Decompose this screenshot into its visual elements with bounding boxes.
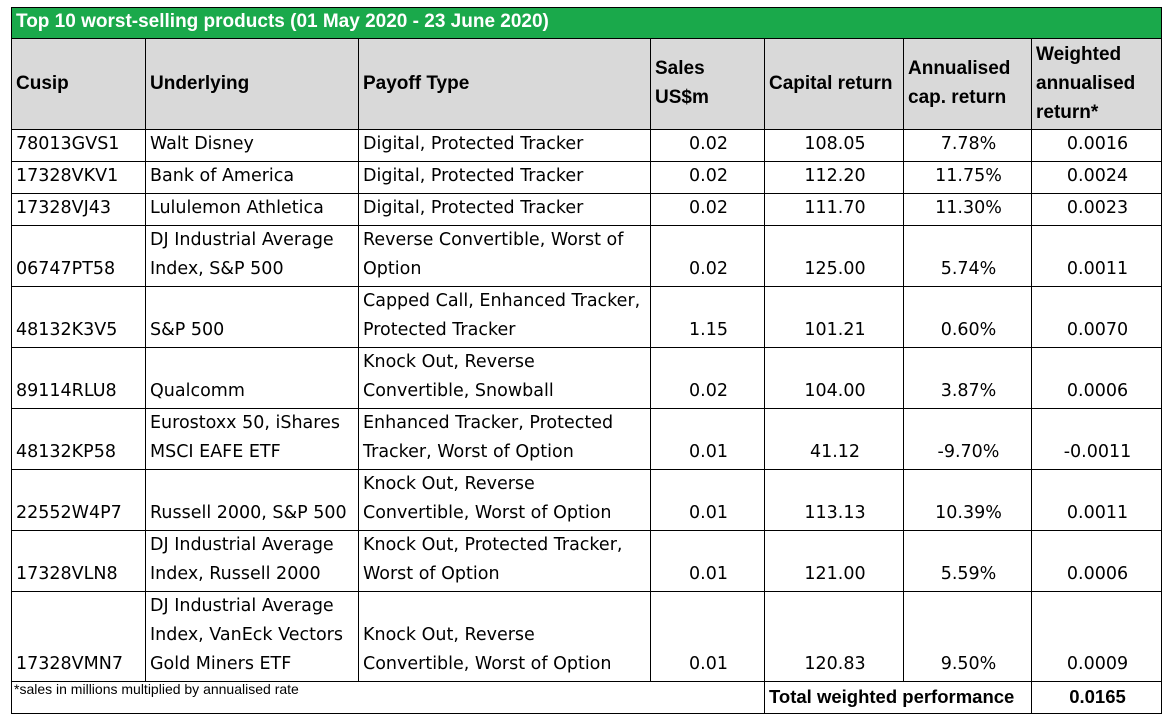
table-row: 17328VJ43 Lululemon Athletica Digital, Pro… xyxy=(11,193,1163,226)
cell-capital-return: 101.21 xyxy=(764,286,904,348)
table-row: 17328VKV1 Bank of America Digital, Protect… xyxy=(11,161,1163,194)
cell-annualised-return: 0.60% xyxy=(903,286,1032,348)
cell-underlying: Russell 2000, S&P 500 xyxy=(145,469,359,531)
cell-weighted-return: 0.0011 xyxy=(1030,225,1163,287)
cell-annualised-return: 5.59% xyxy=(903,530,1032,592)
cell-underlying: Bank of America xyxy=(145,161,359,194)
cell-weighted-return: 0.0016 xyxy=(1030,129,1163,162)
cell-weighted-return: 0.0011 xyxy=(1030,469,1163,531)
table-title: Top 10 worst-selling products (01 May 20… xyxy=(10,7,1163,39)
total-value: 0.0165 xyxy=(1030,681,1163,714)
cell-capital-return: 125.00 xyxy=(764,225,904,287)
cell-cusip: 22552W4P7 xyxy=(11,469,146,531)
cell-cusip: 48132KP58 xyxy=(11,408,146,470)
cell-payoff-type: Digital, Protected Tracker xyxy=(358,161,651,194)
table-row: 48132KP58 Eurostoxx 50, iShares MSCI EAFE… xyxy=(11,408,1163,470)
total-row: Total weighted performance 0.0165 xyxy=(11,681,1163,714)
cell-underlying: Walt Disney xyxy=(145,129,359,162)
cell-cusip: 17328VKV1 xyxy=(11,161,146,194)
header-sales: Sales US$m xyxy=(650,38,765,130)
cell-cusip: 78013GVS1 xyxy=(11,129,146,162)
cell-payoff-type: Capped Call, Enhanced Tracker, Protected… xyxy=(358,286,651,348)
cell-capital-return: 104.00 xyxy=(764,347,904,409)
cell-underlying: Lululemon Athletica xyxy=(145,193,359,226)
cell-annualised-return: 3.87% xyxy=(903,347,1032,409)
table-row: 17328VMN7 DJ Industrial Average Index, Va… xyxy=(11,591,1163,682)
cell-underlying: Eurostoxx 50, iShares MSCI EAFE ETF xyxy=(145,408,359,470)
header-row: Cusip Underlying Payoff Type Sales US$m … xyxy=(11,38,1163,130)
cell-cusip: 89114RLU8 xyxy=(11,347,146,409)
cell-capital-return: 111.70 xyxy=(764,193,904,226)
cell-annualised-return: 11.30% xyxy=(903,193,1032,226)
cell-sales: 0.02 xyxy=(650,225,765,287)
table-row: 89114RLU8 Qualcomm Knock Out, Reverse Conv… xyxy=(11,347,1163,409)
cell-payoff-type: Reverse Convertible, Worst of Option xyxy=(358,225,651,287)
cell-annualised-return: 7.78% xyxy=(903,129,1032,162)
cell-payoff-type: Knock Out, Reverse Convertible, Snowball xyxy=(358,347,651,409)
cell-underlying: S&P 500 xyxy=(145,286,359,348)
cell-capital-return: 41.12 xyxy=(764,408,904,470)
cell-cusip: 48132K3V5 xyxy=(11,286,146,348)
cell-underlying: Qualcomm xyxy=(145,347,359,409)
cell-sales: 0.02 xyxy=(650,193,765,226)
cell-sales: 0.01 xyxy=(650,530,765,592)
cell-payoff-type: Knock Out, Reverse Convertible, Worst of… xyxy=(358,591,651,682)
cell-payoff-type: Knock Out, Protected Tracker, Worst of O… xyxy=(358,530,651,592)
cell-annualised-return: -9.70% xyxy=(903,408,1032,470)
cell-capital-return: 121.00 xyxy=(764,530,904,592)
header-annualised-return: Annualised cap. return xyxy=(903,38,1032,130)
cell-annualised-return: 11.75% xyxy=(903,161,1032,194)
cell-cusip: 17328VLN8 xyxy=(11,530,146,592)
cell-sales: 0.02 xyxy=(650,161,765,194)
total-label: Total weighted performance xyxy=(764,681,1032,714)
cell-cusip: 17328VMN7 xyxy=(11,591,146,682)
cell-weighted-return: 0.0024 xyxy=(1030,161,1163,194)
cell-annualised-return: 10.39% xyxy=(903,469,1032,531)
cell-capital-return: 113.13 xyxy=(764,469,904,531)
cell-weighted-return: 0.0006 xyxy=(1030,347,1163,409)
table-row: 06747PT58 DJ Industrial Average Index, S&… xyxy=(11,225,1163,287)
cell-underlying: DJ Industrial Average Index, VanEck Vect… xyxy=(145,591,359,682)
header-weighted-return: Weighted annualised return* xyxy=(1030,38,1163,130)
cell-payoff-type: Digital, Protected Tracker xyxy=(358,129,651,162)
cell-cusip: 06747PT58 xyxy=(11,225,146,287)
table-row: 78013GVS1 Walt Disney Digital, Protected T… xyxy=(11,129,1163,162)
header-cusip: Cusip xyxy=(11,38,146,130)
header-capital-return: Capital return xyxy=(764,38,904,130)
cell-weighted-return: 0.0023 xyxy=(1030,193,1163,226)
table-body: 78013GVS1 Walt Disney Digital, Protected T… xyxy=(11,129,1163,682)
cell-weighted-return: -0.0011 xyxy=(1030,408,1163,470)
header-underlying: Underlying xyxy=(145,38,359,130)
cell-underlying: DJ Industrial Average Index, S&P 500 xyxy=(145,225,359,287)
table-row: 22552W4P7 Russell 2000, S&P 500 Knock Out,… xyxy=(11,469,1163,531)
footnote: *sales in millions multiplied by annuali… xyxy=(14,681,299,697)
cell-cusip: 17328VJ43 xyxy=(11,193,146,226)
cell-sales: 1.15 xyxy=(650,286,765,348)
cell-sales: 0.02 xyxy=(650,129,765,162)
cell-payoff-type: Digital, Protected Tracker xyxy=(358,193,651,226)
cell-sales: 0.01 xyxy=(650,408,765,470)
cell-weighted-return: 0.0006 xyxy=(1030,530,1163,592)
header-payoff-type: Payoff Type xyxy=(358,38,651,130)
cell-annualised-return: 9.50% xyxy=(903,591,1032,682)
cell-weighted-return: 0.0070 xyxy=(1030,286,1163,348)
title-row: Top 10 worst-selling products (01 May 20… xyxy=(10,7,1163,39)
table-row: 48132K3V5 S&P 500 Capped Call, Enhanced Tr… xyxy=(11,286,1163,348)
cell-capital-return: 120.83 xyxy=(764,591,904,682)
cell-sales: 0.01 xyxy=(650,591,765,682)
cell-underlying: DJ Industrial Average Index, Russell 200… xyxy=(145,530,359,592)
worst-selling-products-table: Top 10 worst-selling products (01 May 20… xyxy=(10,7,1163,714)
cell-sales: 0.02 xyxy=(650,347,765,409)
cell-payoff-type: Enhanced Tracker, Protected Tracker, Wor… xyxy=(358,408,651,470)
cell-sales: 0.01 xyxy=(650,469,765,531)
table-row: 17328VLN8 DJ Industrial Average Index, Ru… xyxy=(11,530,1163,592)
cell-capital-return: 112.20 xyxy=(764,161,904,194)
cell-payoff-type: Knock Out, Reverse Convertible, Worst of… xyxy=(358,469,651,531)
cell-capital-return: 108.05 xyxy=(764,129,904,162)
cell-weighted-return: 0.0009 xyxy=(1030,591,1163,682)
cell-annualised-return: 5.74% xyxy=(903,225,1032,287)
